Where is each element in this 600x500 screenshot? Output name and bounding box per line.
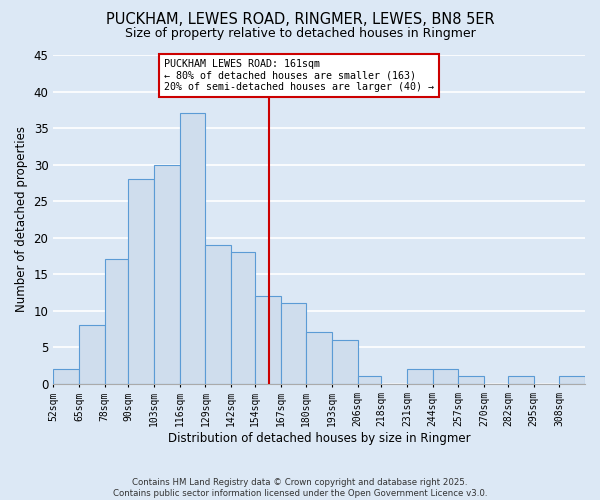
Bar	[53, 369, 79, 384]
Bar	[180, 114, 205, 384]
Bar	[332, 340, 358, 384]
Bar	[128, 179, 154, 384]
Bar	[433, 369, 458, 384]
Bar	[508, 376, 533, 384]
Bar	[306, 332, 332, 384]
Bar	[358, 376, 382, 384]
Bar	[231, 252, 255, 384]
Text: Size of property relative to detached houses in Ringmer: Size of property relative to detached ho…	[125, 28, 475, 40]
X-axis label: Distribution of detached houses by size in Ringmer: Distribution of detached houses by size …	[168, 432, 470, 445]
Bar	[407, 369, 433, 384]
Bar	[79, 325, 104, 384]
Text: Contains HM Land Registry data © Crown copyright and database right 2025.
Contai: Contains HM Land Registry data © Crown c…	[113, 478, 487, 498]
Bar	[281, 303, 306, 384]
Bar	[104, 260, 128, 384]
Bar	[559, 376, 585, 384]
Bar	[458, 376, 484, 384]
Text: PUCKHAM LEWES ROAD: 161sqm
← 80% of detached houses are smaller (163)
20% of sem: PUCKHAM LEWES ROAD: 161sqm ← 80% of deta…	[164, 58, 434, 92]
Bar	[255, 296, 281, 384]
Y-axis label: Number of detached properties: Number of detached properties	[15, 126, 28, 312]
Bar	[205, 245, 231, 384]
Text: PUCKHAM, LEWES ROAD, RINGMER, LEWES, BN8 5ER: PUCKHAM, LEWES ROAD, RINGMER, LEWES, BN8…	[106, 12, 494, 28]
Bar	[154, 164, 180, 384]
